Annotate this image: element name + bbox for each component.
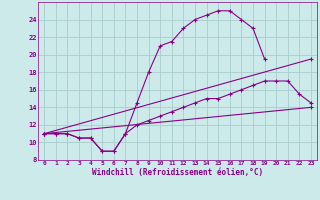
X-axis label: Windchill (Refroidissement éolien,°C): Windchill (Refroidissement éolien,°C) bbox=[92, 168, 263, 177]
